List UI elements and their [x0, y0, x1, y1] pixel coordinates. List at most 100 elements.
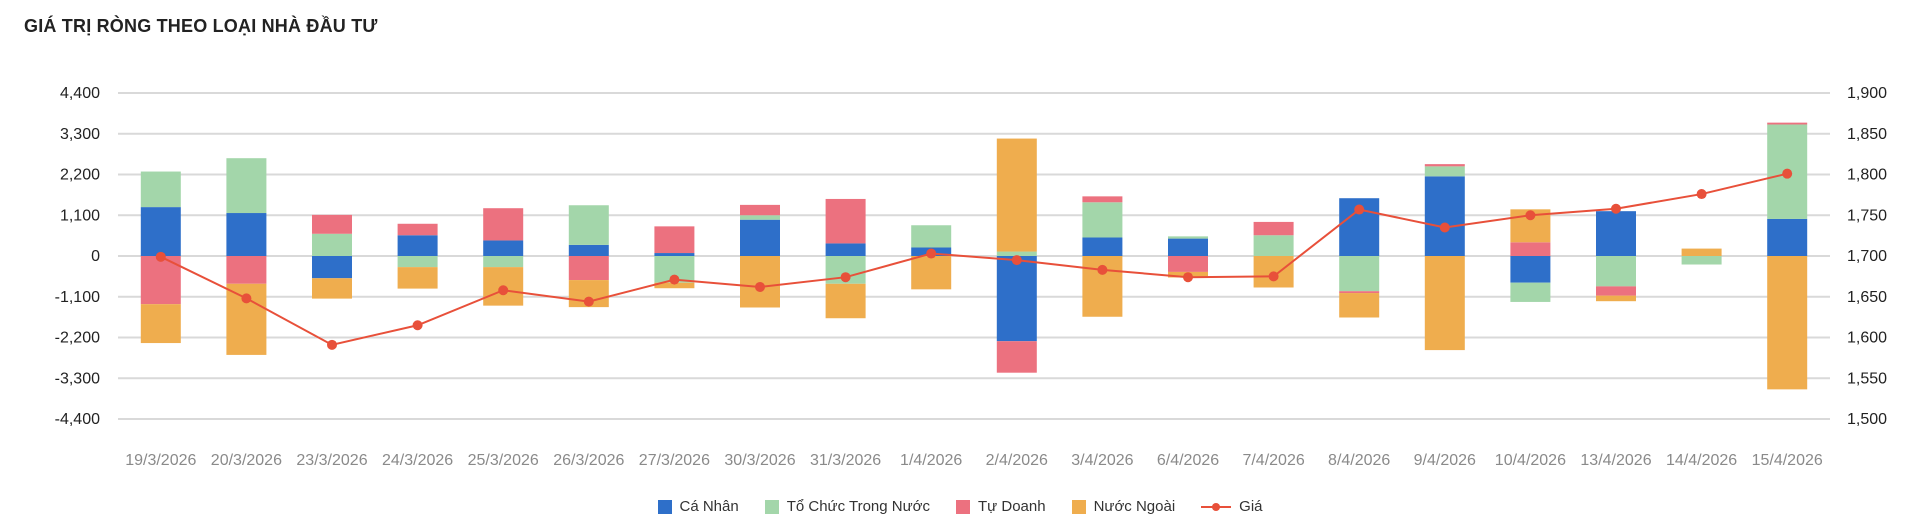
y-left-tick-label: -2,200: [55, 330, 100, 347]
bar-segment: [397, 223, 438, 236]
bar-segment: [825, 198, 866, 244]
legend-item-tu-doanh[interactable]: Tự Doanh: [956, 498, 1046, 515]
legend-swatch-tu-doanh: [956, 499, 970, 514]
y-left-tick-label: -1,100: [55, 289, 100, 306]
bar-segment: [825, 243, 866, 256]
x-tick-label: 6/4/2026: [1157, 452, 1219, 469]
price-point: [926, 248, 937, 259]
price-point: [1183, 272, 1193, 283]
price-point: [669, 274, 680, 285]
legend-item-ca-nhan[interactable]: Cá Nhân: [657, 498, 739, 515]
bar-segment: [1510, 256, 1551, 283]
chart-plot: -4,400 -3,300 -2,200 -1,100 0 1,100 2,200 3,300…: [55, 85, 1888, 469]
price-point: [1611, 203, 1621, 214]
x-tick-label: 3/4/2026: [1071, 452, 1133, 469]
price-point: [1097, 264, 1108, 275]
legend-item-nuoc-ngoai[interactable]: Nước Ngoài: [1071, 498, 1176, 515]
bar-segment: [996, 251, 1037, 256]
bar-segment: [568, 244, 609, 256]
price-point: [755, 281, 765, 292]
bar-segment: [1424, 164, 1465, 167]
bar-segment: [483, 208, 524, 241]
x-tick-label: 14/4/2026: [1666, 452, 1737, 469]
legend-item-to-chuc[interactable]: Tổ Chức Trong Nước: [764, 498, 930, 515]
price-point: [1782, 168, 1793, 179]
price-point: [155, 251, 166, 262]
y-right-tick-label: 1,800: [1847, 167, 1887, 184]
bar-segment: [1510, 242, 1551, 256]
bar-segment: [568, 256, 609, 281]
y-right-tick-label: 1,650: [1847, 289, 1887, 306]
x-tick-label: 15/4/2026: [1752, 452, 1823, 469]
price-point: [840, 272, 851, 283]
bar-segment: [740, 256, 780, 308]
bar-segment: [397, 256, 438, 268]
bar-segment: [1596, 256, 1636, 287]
bar-segment: [1767, 256, 1808, 390]
price-point: [498, 285, 509, 296]
x-tick-label: 8/4/2026: [1328, 452, 1390, 469]
bar-segment: [1339, 291, 1380, 294]
bar-segment: [483, 256, 524, 268]
y-left-tick-label: -3,300: [55, 370, 100, 387]
price-line: [160, 172, 1788, 346]
y-left-tick-label: 4,400: [60, 85, 100, 102]
x-tick-label: 9/4/2026: [1414, 452, 1476, 469]
y-right-tick-label: 1,750: [1847, 207, 1887, 224]
bar-segment: [654, 226, 695, 254]
legend-label: Nước Ngoài: [1093, 498, 1176, 515]
bar-segment: [1681, 248, 1722, 256]
x-tick-label: 10/4/2026: [1495, 452, 1566, 469]
bar-segment: [568, 205, 609, 245]
x-tick-label: 31/3/2026: [810, 452, 881, 469]
price-point: [1525, 210, 1536, 221]
bar-segment: [1767, 218, 1808, 256]
y-right-tick-label: 1,600: [1847, 330, 1887, 347]
y-right-tick-label: 1,850: [1847, 126, 1887, 143]
bar-segment: [312, 233, 352, 256]
x-tick-label: 13/4/2026: [1580, 452, 1651, 469]
chart-legend: Cá Nhân Tổ Chức Trong Nước Tự Doanh Nước…: [0, 498, 1920, 515]
price-point: [583, 296, 594, 307]
price-point: [1268, 271, 1279, 282]
price-point: [241, 293, 252, 304]
bar-segment: [140, 171, 181, 208]
y-right-tick-label: 1,550: [1847, 370, 1887, 387]
bar-segment: [996, 341, 1037, 373]
chart-title: GIÁ TRỊ RÒNG THEO LOẠI NHÀ ĐẦU TƯ: [24, 16, 378, 36]
bar-segment: [140, 207, 181, 256]
bar-segment: [1082, 196, 1123, 203]
x-tick-label: 30/3/2026: [724, 452, 795, 469]
legend-label: Cá Nhân: [679, 498, 739, 515]
y-left-tick-label: 0: [91, 248, 100, 265]
bar-segment: [1253, 235, 1294, 256]
legend-label: Tổ Chức Trong Nước: [786, 498, 930, 515]
y-left-tick-label: 1,100: [60, 207, 100, 224]
bar-segment: [312, 214, 352, 234]
bar-segment: [226, 256, 267, 284]
bar-segment: [740, 219, 780, 256]
y-right-tick-label: 1,700: [1847, 248, 1887, 265]
x-tick-label: 20/3/2026: [211, 452, 282, 469]
legend-swatch-gia: [1201, 500, 1232, 514]
bar-segment: [312, 256, 352, 279]
bar-segment: [1424, 166, 1465, 177]
bar-segment: [1082, 237, 1123, 256]
bar-segment: [911, 256, 952, 290]
bar-segment: [312, 278, 352, 299]
bar-segment: [483, 240, 524, 256]
price-point: [412, 320, 423, 331]
x-tick-label: 27/3/2026: [639, 452, 710, 469]
bar-segment: [911, 225, 952, 248]
legend-label: Tự Doanh: [978, 498, 1046, 515]
bar-segment: [226, 213, 267, 256]
bar-segment: [740, 204, 780, 216]
bar-segment: [996, 256, 1037, 342]
bar-segment: [740, 215, 780, 220]
legend-item-gia[interactable]: Giá: [1201, 498, 1263, 515]
x-tick-label: 1/4/2026: [900, 452, 962, 469]
y-right-tick-label: 1,900: [1847, 85, 1887, 102]
bar-segment: [1596, 286, 1636, 296]
legend-swatch-nuoc-ngoai: [1071, 499, 1086, 514]
bar-segment: [1339, 293, 1380, 318]
